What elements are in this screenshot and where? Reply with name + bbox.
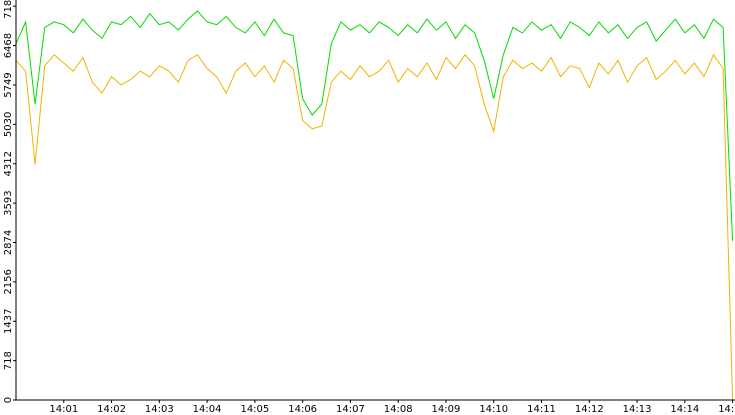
y-tick-label: 1437	[3, 309, 14, 334]
x-tick-label: 14:12	[575, 404, 604, 415]
y-tick-label: 2156	[3, 269, 14, 294]
y-tick-label: 6468	[3, 33, 14, 58]
x-tick-label: 14:14	[670, 404, 699, 415]
x-tick-label: 14:08	[384, 404, 413, 415]
x-tick-label: 14:09	[432, 404, 461, 415]
y-tick-label: 4312	[3, 151, 14, 176]
series-line	[15, 10, 734, 242]
x-tick-label: 14:11	[527, 404, 556, 415]
y-tick-label: 0	[3, 397, 14, 403]
x-tick-label: 14:06	[288, 404, 317, 415]
x-tick-label: 14:10	[479, 404, 508, 415]
x-tick-label: 14:04	[193, 404, 222, 415]
x-tick-label: 14:15	[718, 404, 735, 415]
x-tick-label: 14:07	[336, 404, 365, 415]
series-line	[15, 53, 734, 401]
y-tick-label: 2874	[3, 230, 14, 255]
x-tick-label: 14:13	[623, 404, 652, 415]
y-tick-label: 5030	[3, 112, 14, 137]
y-tick-label: 718	[3, 351, 14, 370]
x-tick-label: 14:02	[97, 404, 126, 415]
y-tick-label: 3593	[3, 190, 14, 215]
y-tick-label: 7187	[3, 0, 14, 19]
x-tick-label: 14:05	[240, 404, 269, 415]
y-tick-label: 5749	[3, 72, 14, 97]
x-tick-label: 14:01	[49, 404, 78, 415]
x-tick-label: 14:03	[145, 404, 174, 415]
